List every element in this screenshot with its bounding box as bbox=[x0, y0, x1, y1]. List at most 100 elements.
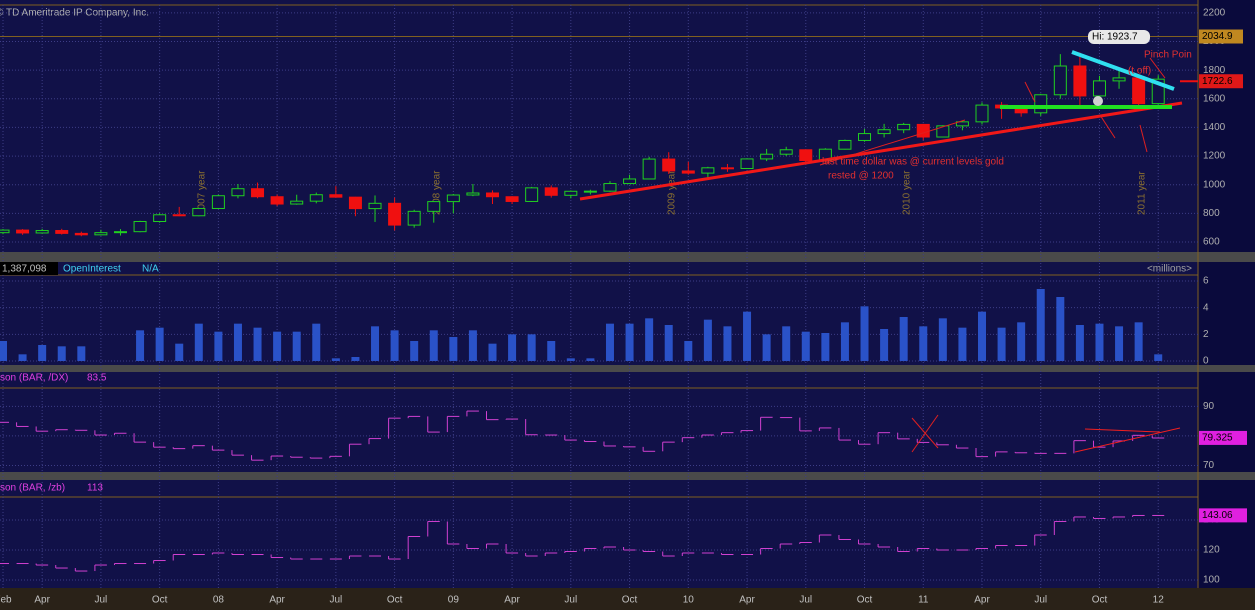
annotation: last time dollar was @ current levels go… bbox=[822, 157, 1004, 168]
candle-body bbox=[113, 231, 127, 234]
x-tick-label: Jul bbox=[1034, 595, 1047, 606]
arrow bbox=[1099, 114, 1116, 139]
y-tick-label: 120 bbox=[1203, 545, 1220, 556]
level-tag bbox=[1199, 29, 1243, 44]
volume-bar bbox=[938, 318, 947, 361]
x-tick-label: Apr bbox=[34, 595, 50, 606]
x-tick-label: 09 bbox=[448, 595, 460, 606]
level-value: 2034.9 bbox=[1202, 31, 1233, 42]
study-value: 83.5 bbox=[87, 373, 107, 384]
last-tag bbox=[1199, 74, 1243, 89]
candle-body bbox=[701, 167, 715, 174]
y-tick-label: 90 bbox=[1203, 401, 1215, 412]
last-value: 1722.6 bbox=[1202, 76, 1233, 87]
candle-body bbox=[368, 202, 382, 210]
volume-bar bbox=[312, 323, 321, 361]
candle-body bbox=[877, 129, 891, 135]
year-label: 2010 year bbox=[901, 170, 912, 215]
volume-bar bbox=[958, 327, 967, 361]
last-tag bbox=[1199, 508, 1247, 523]
y-tick-label: 100 bbox=[1203, 575, 1220, 586]
y-tick-label: 2 bbox=[1203, 329, 1209, 340]
volume-bar bbox=[57, 346, 66, 361]
candle-body bbox=[662, 158, 676, 172]
volume-bar bbox=[1115, 326, 1124, 361]
separator bbox=[0, 472, 1255, 480]
volume-bar bbox=[743, 311, 752, 361]
candle-body bbox=[642, 158, 656, 180]
volume-bar bbox=[390, 330, 399, 361]
candle-body bbox=[446, 194, 460, 203]
candle-body bbox=[486, 192, 499, 198]
volume-bar bbox=[978, 311, 986, 361]
volume-bar bbox=[233, 323, 242, 361]
marker bbox=[1093, 96, 1103, 106]
volume-bar bbox=[1036, 289, 1045, 361]
annotation: Pinch Poin bbox=[1144, 50, 1192, 61]
candle-body bbox=[1073, 65, 1087, 97]
x-axis-bar bbox=[0, 588, 1255, 610]
x-tick-label: Feb bbox=[0, 595, 12, 606]
volume-bar bbox=[997, 327, 1006, 361]
x-tick-label: 11 bbox=[918, 595, 929, 606]
volume-bar bbox=[292, 331, 301, 361]
volume-bar bbox=[566, 358, 575, 361]
candle-body bbox=[1092, 80, 1106, 97]
y-tick-label: 1000 bbox=[1203, 179, 1226, 190]
y-tick-label: 4 bbox=[1203, 302, 1209, 313]
volume-bar bbox=[371, 326, 380, 361]
copyright: © TD Ameritrade IP Company, Inc. bbox=[0, 8, 149, 19]
candle-body bbox=[172, 214, 186, 217]
volume-bar bbox=[1134, 322, 1143, 361]
candle-body bbox=[623, 178, 637, 185]
volume-bar bbox=[429, 330, 438, 361]
volume-bar bbox=[919, 326, 928, 361]
last-value: 79.325 bbox=[1202, 433, 1233, 444]
volume-bar bbox=[586, 358, 595, 361]
candle-body bbox=[858, 133, 872, 141]
candle-body bbox=[309, 194, 323, 202]
x-tick-label: Oct bbox=[1092, 595, 1108, 606]
candle-body bbox=[16, 229, 30, 234]
trend-line bbox=[579, 101, 1183, 201]
candle-body bbox=[916, 123, 930, 138]
candle-body bbox=[1053, 65, 1067, 96]
y-tick-label: 800 bbox=[1203, 208, 1220, 219]
x-tick-label: Apr bbox=[504, 595, 520, 606]
candle-body bbox=[505, 196, 519, 202]
candle-body bbox=[55, 230, 69, 234]
resistance-line bbox=[1071, 50, 1175, 91]
candle-body bbox=[74, 232, 88, 236]
x-tick-label: Apr bbox=[269, 595, 285, 606]
plots: 6008001000120014001600180020002200024670… bbox=[0, 5, 1247, 606]
cross bbox=[911, 417, 939, 449]
candle-body bbox=[936, 125, 950, 138]
y-tick-label: 6 bbox=[1203, 276, 1209, 287]
x-tick-label: Jul bbox=[564, 595, 577, 606]
candle-body bbox=[427, 201, 441, 212]
volume-bar bbox=[723, 326, 732, 361]
candle-body bbox=[1112, 77, 1126, 82]
x-tick-label: Jul bbox=[95, 595, 108, 606]
oi-value: N/A bbox=[142, 264, 159, 275]
y-tick-label: 1400 bbox=[1203, 122, 1226, 133]
volume-bar bbox=[801, 331, 810, 361]
volume-bar bbox=[899, 317, 908, 361]
volume-bar bbox=[194, 323, 203, 361]
x-tick-label: Jul bbox=[799, 595, 812, 606]
volume-bar bbox=[351, 357, 360, 361]
x-tick-label: 12 bbox=[1153, 595, 1165, 606]
y-tick-label: 1600 bbox=[1203, 93, 1226, 104]
volume-bar bbox=[136, 330, 145, 361]
candle-body bbox=[564, 190, 578, 196]
volume-bar bbox=[684, 341, 693, 361]
candle-body bbox=[231, 188, 245, 197]
y-tick-label: 1800 bbox=[1203, 65, 1226, 76]
volume-bar bbox=[468, 330, 477, 361]
volume-bar bbox=[664, 325, 673, 361]
last-tag bbox=[1199, 430, 1247, 445]
trend-line bbox=[1074, 427, 1181, 453]
units-label: <millions> bbox=[1147, 264, 1192, 275]
